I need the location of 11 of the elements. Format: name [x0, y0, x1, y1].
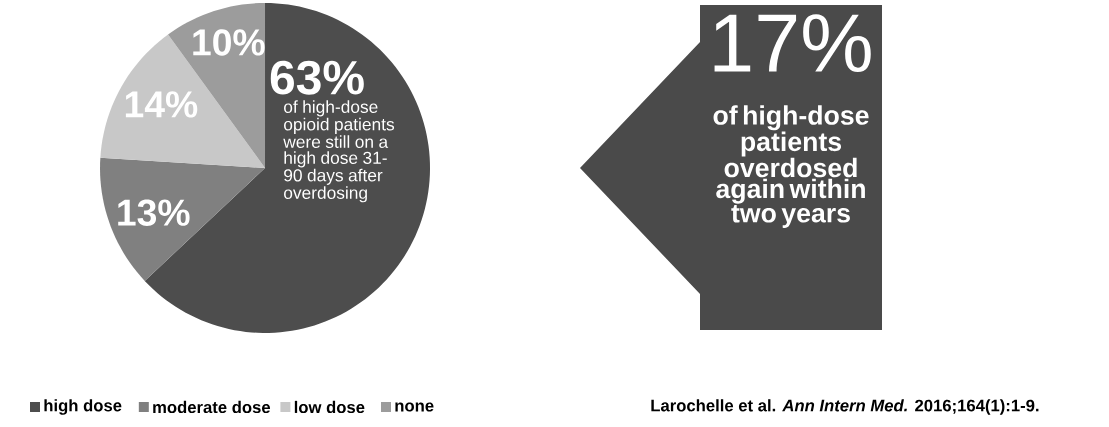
data-label: 63%: [270, 60, 364, 95]
text: of high-dose opioid patients were still on a high dose 31-90 days after overdosing: [283, 100, 395, 203]
legend-label: low dose: [294, 400, 365, 414]
data-label: 10%: [193, 29, 265, 56]
text: of high-dose patients overdosed again within two years: [713, 105, 869, 228]
legend-label: none: [395, 402, 434, 412]
text: Larochelle et al. Ann Intern Med. 2016;164(1):1-9.: [651, 399, 1039, 415]
data-label: 13%: [118, 199, 190, 226]
legend-label: moderate dose: [153, 400, 271, 414]
text: 17%: [714, 14, 871, 73]
legend-label: high dose: [44, 399, 122, 415]
